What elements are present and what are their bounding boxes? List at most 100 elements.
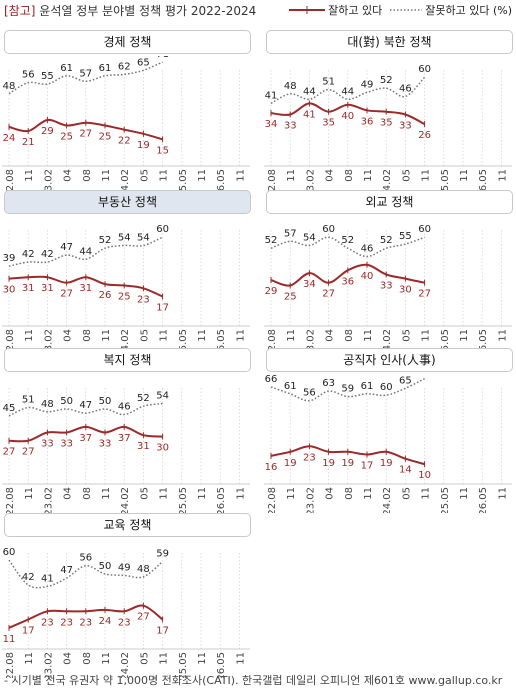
x-tick-label: 08 — [344, 329, 355, 342]
good-data-label: 31 — [137, 441, 150, 452]
x-tick-label: 22.08 — [5, 487, 16, 513]
good-data-label: 27 — [418, 289, 431, 300]
good-data-label: 19 — [380, 458, 393, 469]
good-data-label: 40 — [361, 271, 374, 282]
good-data-label: 22 — [118, 136, 131, 147]
bad-data-label: 63 — [322, 378, 335, 389]
good-data-label: 26 — [99, 290, 112, 301]
good-data-label: 24 — [99, 616, 112, 627]
x-tick-label: 26.05 — [216, 652, 227, 678]
bad-series-line — [8, 559, 164, 589]
good-data-label: 40 — [341, 111, 354, 122]
x-tick-label: 11 — [421, 169, 432, 182]
panel-education: 교육 정책 22.08 11 23.02 04 08 11 24.02 05 11 25.05 11… — [0, 513, 258, 678]
x-tick-label: 22.08 — [267, 487, 278, 513]
bad-data-label: 50 — [99, 396, 112, 407]
good-data-label: 17 — [22, 626, 35, 637]
panel-title: 외교 정책 — [266, 190, 513, 214]
bad-data-label: 48 — [3, 81, 16, 92]
good-data-label: 17 — [361, 461, 374, 472]
bad-data-label: 47 — [60, 242, 73, 253]
x-tick-label: 26.05 — [216, 169, 227, 195]
title-text: 윤석열 정부 분야별 정책 평가 2022-2024 — [39, 4, 257, 18]
legend-good-label: 잘하고 있다 — [328, 4, 383, 17]
x-tick-label: 08 — [82, 487, 93, 500]
bad-data-label: 59 — [156, 549, 169, 560]
x-tick-label: 24.02 — [382, 329, 393, 355]
x-tick-label: 25.05 — [178, 329, 189, 355]
x-tick-label: 08 — [344, 487, 355, 500]
x-tick-label: 26.05 — [478, 329, 489, 355]
bad-data-label: 54 — [118, 232, 131, 243]
bad-data-label: 57 — [284, 228, 297, 239]
bad-data-label: 48 — [41, 399, 54, 410]
good-data-label: 27 — [22, 447, 35, 458]
good-data-label: 31 — [79, 283, 92, 294]
bad-data-label: 60 — [418, 224, 431, 235]
good-data-label: 33 — [284, 120, 297, 131]
x-tick-label: 11 — [421, 487, 432, 500]
bad-data-label: 56 — [303, 388, 316, 399]
good-data-label: 33 — [399, 120, 412, 131]
economy-chart: 22.08 11 23.02 04 08 11 24.02 05 11 25.05 11 26.05 1… — [2, 56, 250, 195]
good-data-label: 27 — [322, 289, 335, 300]
good-data-label: 15 — [156, 145, 169, 156]
bad-series-line — [8, 236, 163, 267]
x-tick-label: 23.02 — [43, 652, 54, 678]
panel-welfare: 복지 정책 22.08 11 23.02 04 08 11 24.02 05 11 25.05 11… — [0, 348, 258, 513]
bad-data-label: 54 — [156, 390, 169, 401]
good-data-label: 23 — [60, 617, 73, 628]
bad-data-label: 41 — [41, 573, 54, 584]
x-tick-label: 11 — [286, 487, 297, 500]
x-tick-label: 23.02 — [305, 487, 316, 513]
bad-data-label: 48 — [284, 81, 297, 92]
panel-real-estate: 부동산 정책 22.08 11 23.02 04 08 11 24.02 05 11 25.05 1… — [0, 190, 258, 355]
bad-data-label: 72 — [418, 374, 431, 377]
x-tick-label: 11 — [459, 169, 470, 182]
bad-data-label: 52 — [137, 393, 150, 404]
good-data-label: 35 — [322, 118, 335, 129]
x-tick-label: 04 — [325, 487, 336, 500]
bad-data-label: 52 — [265, 235, 278, 246]
x-tick-label: 23.02 — [43, 487, 54, 513]
bad-data-label: 56 — [22, 70, 35, 81]
panel-title: 대(對) 북한 정책 — [266, 30, 513, 54]
bad-data-label: 46 — [361, 244, 374, 255]
bad-data-label: 60 — [380, 382, 393, 393]
good-data-label: 27 — [137, 612, 150, 623]
x-tick-label: 26.05 — [478, 169, 489, 195]
x-tick-label: 11 — [235, 652, 246, 665]
bad-data-label: 61 — [99, 63, 112, 74]
x-tick-label: 11 — [24, 652, 35, 665]
x-tick-label: 22.08 — [267, 329, 278, 355]
bad-data-label: 49 — [118, 562, 131, 573]
bad-data-label: 61 — [284, 381, 297, 392]
bad-data-label: 47 — [79, 400, 92, 411]
good-data-label: 23 — [137, 294, 150, 305]
bad-data-label: 54 — [137, 232, 150, 243]
good-data-label: 37 — [79, 433, 92, 444]
title-bracket: [참고] — [4, 4, 36, 18]
page-title: [참고] 윤석열 정부 분야별 정책 평가 2022-2024 — [4, 2, 256, 19]
x-tick-label: 22.08 — [5, 169, 16, 195]
bad-data-label: 57 — [79, 68, 92, 79]
good-data-label: 17 — [156, 626, 169, 637]
good-data-label: 19 — [341, 458, 354, 469]
bad-data-label: 47 — [60, 565, 73, 576]
x-tick-label: 11 — [286, 329, 297, 342]
x-tick-label: 24.02 — [120, 652, 131, 678]
x-tick-label: 11 — [363, 329, 374, 342]
bad-data-label: 48 — [137, 564, 150, 575]
x-tick-label: 11 — [101, 652, 112, 665]
bad-data-label: 39 — [3, 253, 16, 264]
bad-series-line — [270, 377, 425, 402]
bad-data-label: 60 — [156, 224, 169, 235]
bad-data-label: 55 — [41, 71, 54, 82]
x-tick-label: 11 — [159, 329, 170, 342]
x-tick-label: 11 — [197, 652, 208, 665]
bad-data-label: 55 — [399, 231, 412, 242]
x-tick-label: 05 — [401, 329, 412, 342]
chart-header: [참고] 윤석열 정부 분야별 정책 평가 2022-2024 잘하고 있다 잘… — [0, 0, 516, 22]
x-tick-label: 04 — [325, 329, 336, 342]
good-data-label: 25 — [99, 132, 112, 143]
